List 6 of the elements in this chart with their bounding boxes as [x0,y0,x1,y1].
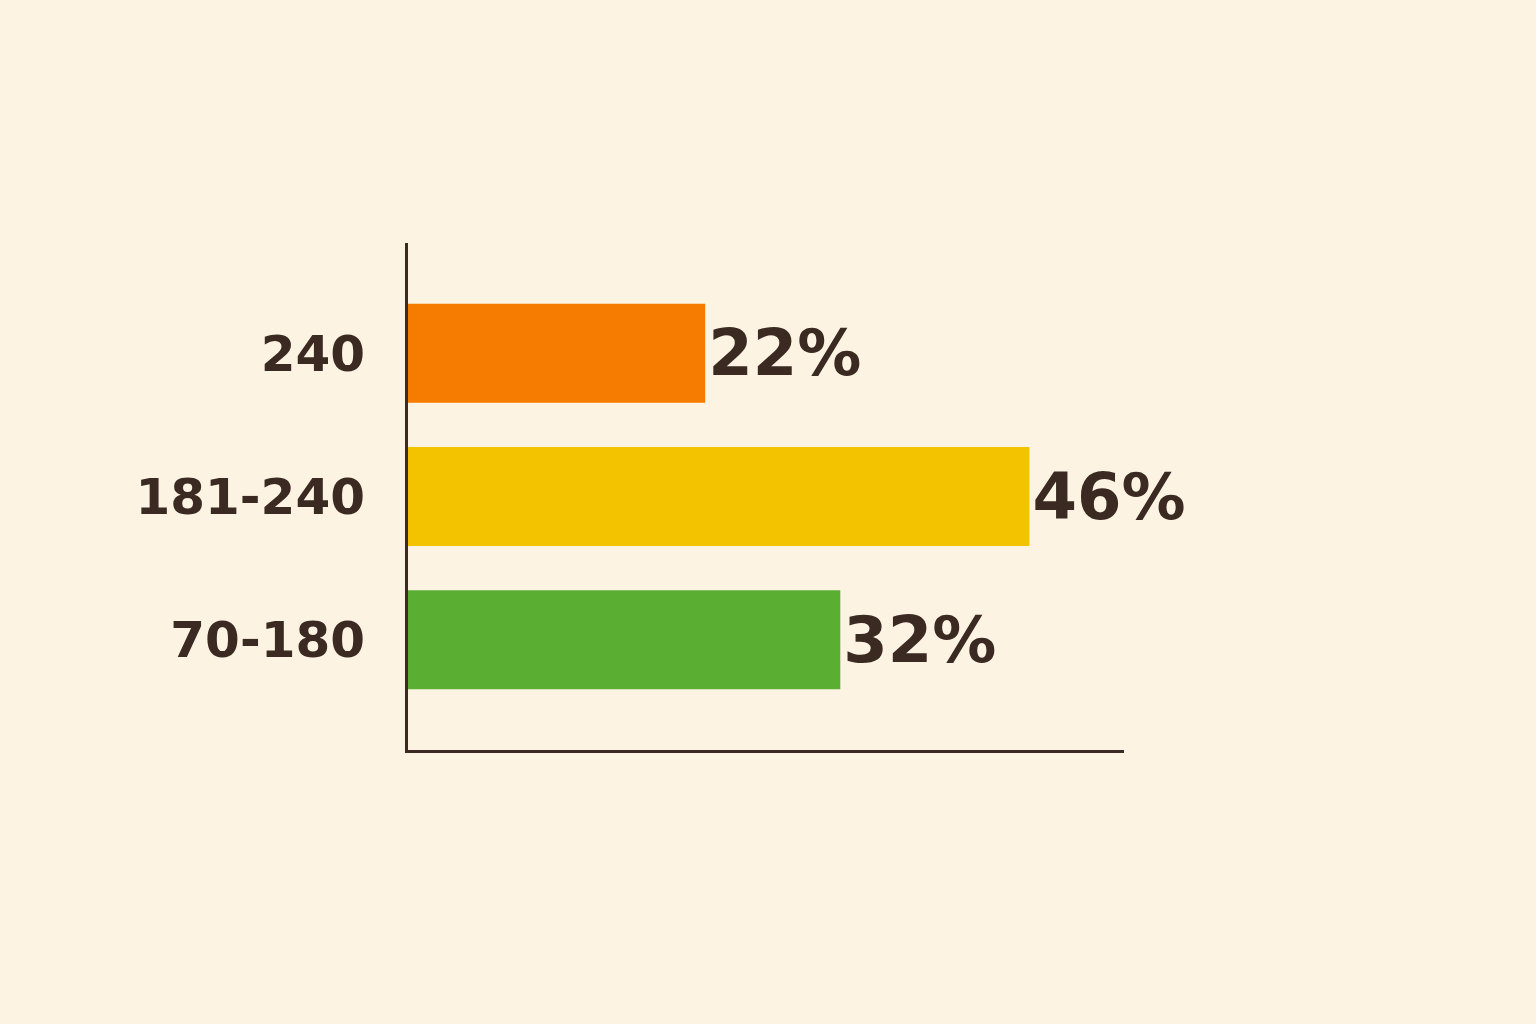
data-label: 46% [1032,459,1186,534]
y-tick-label: 240 [260,324,365,383]
y-tick-label: 181-240 [135,468,365,526]
y-tick-label: 70-180 [170,611,365,670]
data-label: 32% [843,602,997,677]
data-label: 22% [708,316,862,391]
